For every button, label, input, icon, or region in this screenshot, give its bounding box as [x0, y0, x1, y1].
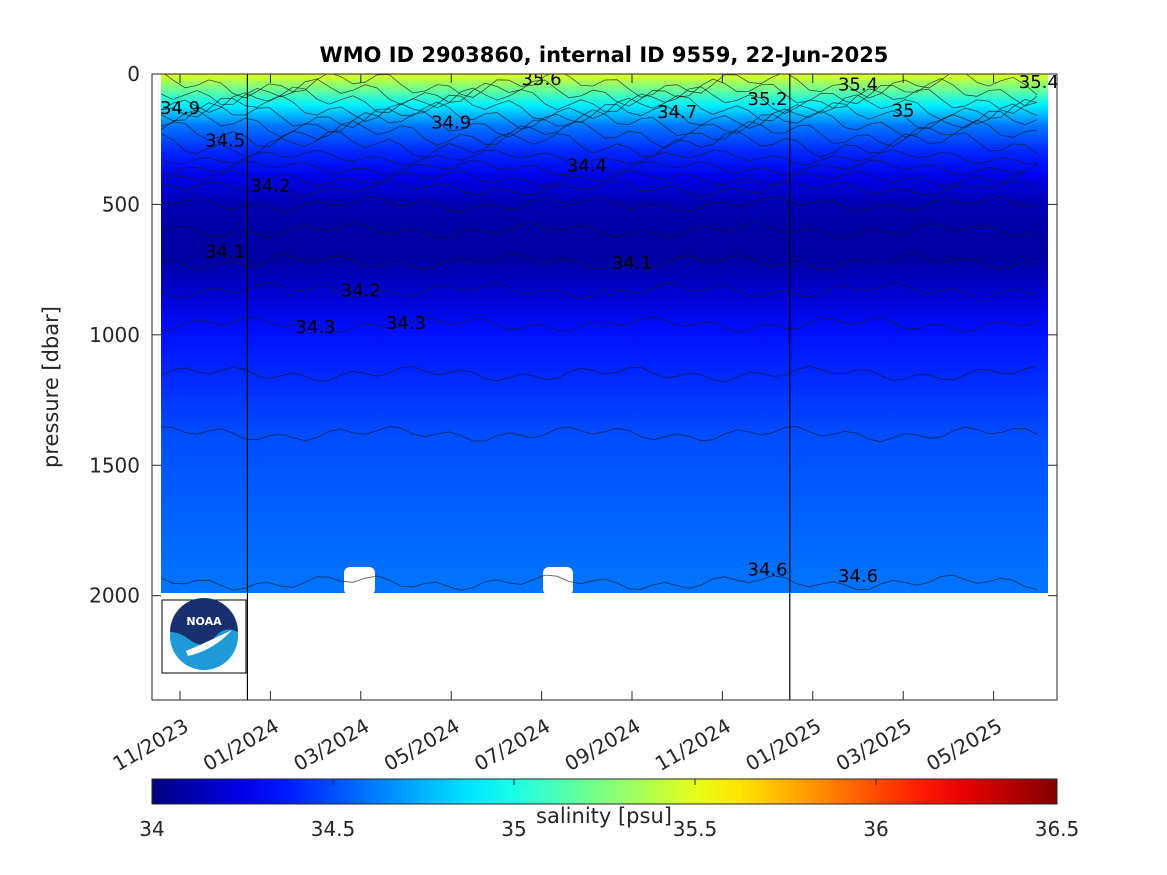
y-tick-label: 1000 — [89, 323, 140, 347]
logo-gull — [186, 630, 232, 656]
contour-line — [164, 74, 1038, 99]
contour-label: 34.3 — [386, 313, 426, 334]
contour-label: 35.2 — [748, 89, 788, 110]
logo-text: NOAA — [186, 615, 222, 628]
contour-labels: 35.434.934.534.534.234.135.634.9 34.734.4… — [70, 72, 1059, 587]
x-tick-label: 05/2024 — [380, 714, 464, 776]
axes-box — [151, 73, 1058, 701]
contour-label: 34.9 — [160, 98, 200, 119]
data-gap-2 — [543, 567, 573, 595]
data-gap-1 — [344, 567, 375, 595]
colorbar-tick-label: 35.5 — [673, 817, 718, 841]
contour-label: 35 — [892, 101, 915, 122]
colorbar-ticks: 34 34.5 35 35.5 36 36.5 — [139, 779, 1079, 841]
contour-line — [160, 282, 1038, 299]
y-tick-label: 0 — [127, 62, 140, 86]
colorbar — [151, 778, 1058, 805]
contour-line — [160, 119, 1038, 149]
contour-label: 34.6 — [838, 566, 878, 587]
contour-label: 34.9 — [431, 112, 471, 133]
x-tick-label: 05/2025 — [922, 714, 1006, 776]
colorbar-tick-label: 36.5 — [1035, 817, 1080, 841]
contour-label: 34.5 — [70, 146, 110, 167]
salinity-field — [161, 74, 1048, 593]
colorbar-tick-label: 36 — [863, 817, 888, 841]
x-tick-label: 11/2024 — [651, 714, 735, 776]
noaa-logo: NOAA — [161, 598, 247, 674]
contour-line — [160, 149, 1038, 166]
y-axis-label: pressure [dbar] — [39, 306, 63, 468]
contour-lines — [160, 74, 1038, 591]
x-tick-label: 03/2024 — [289, 714, 373, 776]
contour-line — [160, 574, 1038, 591]
contour-line — [160, 365, 1038, 383]
contour-label: 35.4 — [1019, 72, 1059, 93]
contour-line — [160, 315, 1038, 333]
contour-label: 34.4 — [567, 155, 607, 176]
contour-label: 34.5 — [205, 131, 245, 152]
contour-line — [160, 425, 1038, 443]
contour-line — [160, 169, 1038, 187]
contour-line — [160, 94, 1038, 122]
contour-label: 34.1 — [205, 241, 245, 262]
contour-line — [160, 180, 1038, 198]
contour-line — [160, 86, 1038, 114]
colorbar-tick-label: 35 — [501, 817, 526, 841]
contour-line — [160, 253, 1038, 271]
contour-line — [160, 196, 1038, 213]
contour-line — [160, 101, 1038, 130]
contour-label: 35.4 — [70, 84, 110, 105]
contour-label: 34.7 — [657, 102, 697, 123]
contour-label: 34.3 — [296, 317, 336, 338]
x-tick-label: 09/2024 — [561, 714, 645, 776]
y-axis: 0 500 1000 1500 2000 — [89, 62, 1057, 608]
contour-line — [160, 109, 1038, 138]
colorbar-label: salinity [psu] — [536, 804, 672, 828]
chart-title: WMO ID 2903860, internal ID 9559, 22-Jun… — [320, 43, 889, 67]
contour-line — [160, 130, 1038, 158]
contour-label: 34.2 — [250, 176, 290, 197]
contour-line — [160, 222, 1038, 239]
contour-label: 34.2 — [341, 280, 381, 301]
y-tick-label: 1500 — [89, 453, 140, 477]
colorbar-tick-label: 34.5 — [311, 817, 356, 841]
logo-navy-cap — [170, 598, 238, 645]
x-tick-label: 11/2023 — [109, 714, 193, 776]
colorbar-tick-label: 34 — [139, 817, 164, 841]
y-tick-label: 500 — [102, 192, 140, 216]
contour-line — [160, 78, 1038, 107]
x-tick-label: 01/2024 — [199, 714, 283, 776]
x-tick-label: 01/2025 — [741, 714, 825, 776]
contour-line — [160, 159, 1038, 177]
contour-label: 34.1 — [612, 253, 652, 274]
x-tick-label: 03/2025 — [832, 714, 916, 776]
x-tick-label: 07/2024 — [470, 714, 554, 776]
year-boundaries — [246, 74, 791, 700]
contour-label: 35.4 — [838, 74, 878, 95]
y-tick-label: 2000 — [89, 584, 140, 608]
data-field: 35.434.934.534.534.234.135.634.9 34.734.4… — [70, 72, 1059, 595]
contour-label: 34.6 — [748, 560, 788, 581]
